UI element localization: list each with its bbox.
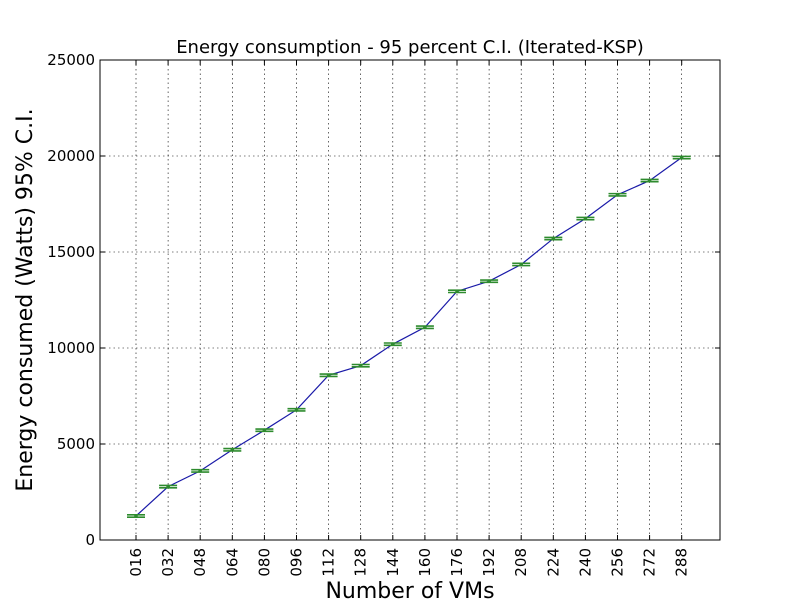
x-tick-label: 272 [641, 548, 659, 577]
y-tick-label: 10000 [47, 339, 95, 357]
x-tick-label: 096 [288, 548, 306, 577]
grid-lines [100, 60, 720, 540]
chart-title: Energy consumption - 95 percent C.I. (It… [176, 37, 644, 58]
x-tick-label: 112 [320, 548, 338, 577]
data-point [134, 514, 138, 518]
x-tick-label: 240 [576, 548, 594, 577]
data-point [455, 289, 459, 294]
data-point [551, 236, 556, 241]
x-tick-label: 048 [191, 548, 209, 577]
series-line [135, 157, 683, 517]
data-point [166, 484, 170, 489]
data-point [358, 363, 363, 368]
x-axis-label: Number of VMs [325, 579, 494, 600]
data-point [519, 262, 523, 267]
x-tick-label: 288 [673, 548, 691, 577]
y-tick-label: 15000 [47, 243, 95, 261]
x-tick-label: 064 [223, 548, 241, 577]
y-tick-label: 25000 [47, 51, 95, 69]
y-tick-label: 5000 [57, 435, 95, 453]
x-tick-label: 256 [609, 548, 627, 577]
x-tick-label: 192 [480, 548, 498, 577]
x-tick-label: 080 [255, 548, 273, 577]
data-point [198, 469, 202, 473]
data-point [262, 428, 267, 432]
data-point [294, 408, 299, 412]
x-tick-label: 224 [544, 548, 562, 577]
data-point [423, 325, 427, 330]
y-axis-ticks: 0 5000 10000 15000 20000 25000 [47, 51, 720, 549]
y-tick-label: 20000 [47, 147, 95, 165]
y-axis-label: Energy consumed (Watts) 95% C.I. [13, 108, 38, 491]
data-point [487, 279, 491, 283]
x-axis-ticks: 016 032 048 064 080 096 112 128 144 160 176 192 208 2… [127, 60, 691, 577]
x-tick-label: 208 [512, 548, 530, 577]
x-tick-label: 032 [159, 548, 177, 577]
x-tick-label: 160 [416, 548, 434, 577]
x-tick-label: 176 [448, 548, 466, 577]
plot-area-frame [99, 59, 721, 541]
y-tick-label: 0 [85, 531, 95, 549]
data-point [615, 192, 620, 197]
series-energy [127, 155, 691, 518]
data-point [647, 178, 652, 183]
data-point [230, 447, 235, 452]
data-point [583, 216, 588, 221]
x-tick-label: 128 [352, 548, 370, 577]
data-point [326, 373, 331, 378]
data-point [679, 155, 684, 160]
data-point [391, 342, 395, 346]
x-tick-label: 144 [384, 548, 402, 577]
x-tick-label: 016 [127, 548, 145, 577]
